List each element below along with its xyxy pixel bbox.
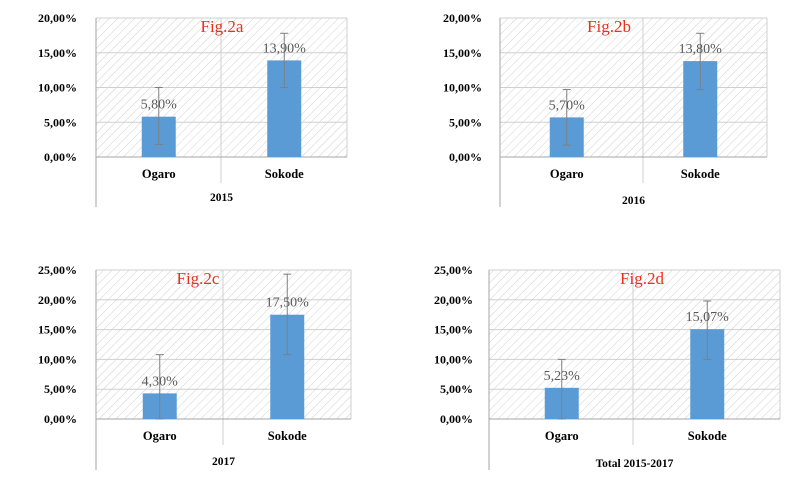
- chart-title: Fig.2d: [620, 269, 664, 288]
- y-tick-label: 10,00%: [38, 352, 77, 366]
- y-tick-label: 15,00%: [443, 46, 482, 60]
- group-label: 2017: [212, 456, 235, 468]
- chart-panel-2: 0,00% 5,00% 10,00% 15,00% 20,00% 5,70% Ogaro 13…: [443, 11, 768, 207]
- data-label: 4,30%: [142, 374, 179, 389]
- category-label: Ogaro: [142, 167, 176, 181]
- category-label: Sokode: [681, 167, 720, 181]
- chart-panel-1: 0,00% 5,00% 10,00% 15,00% 20,00% 5,80% Ogaro 13…: [38, 11, 348, 207]
- y-tick-label: 25,00%: [38, 263, 77, 277]
- y-tick-label: 5,00%: [44, 382, 77, 396]
- chart-title: Fig.2a: [201, 17, 244, 36]
- y-tick-label: 15,00%: [38, 323, 77, 337]
- category-label: Ogaro: [545, 429, 579, 443]
- chart-panel-3: 0,00% 5,00% 10,00% 15,00% 20,00% 25,00% 4,30% O…: [38, 263, 352, 470]
- y-tick-label: 20,00%: [443, 11, 482, 25]
- y-tick-label: 10,00%: [443, 81, 482, 95]
- y-tick-label: 5,00%: [449, 115, 482, 129]
- y-tick-label: 20,00%: [38, 293, 77, 307]
- plot-area: [489, 270, 780, 419]
- y-tick-label: 20,00%: [434, 293, 473, 307]
- category-label: Sokode: [265, 167, 304, 181]
- y-tick-label: 20,00%: [38, 11, 77, 25]
- category-label: Ogaro: [550, 167, 584, 181]
- data-label: 13,80%: [679, 42, 723, 57]
- group-label: 2015: [210, 192, 233, 204]
- y-tick-label: 0,00%: [449, 150, 482, 164]
- category-label: Sokode: [688, 429, 727, 443]
- chart-title: Fig.2c: [177, 269, 220, 288]
- category-label: Sokode: [268, 429, 307, 443]
- y-tick-label: 15,00%: [434, 323, 473, 337]
- y-tick-label: 0,00%: [440, 412, 473, 426]
- data-label: 13,90%: [263, 41, 307, 56]
- y-tick-label: 5,00%: [44, 115, 77, 129]
- y-tick-label: 0,00%: [44, 150, 77, 164]
- chart-panel-4: 0,00% 5,00% 10,00% 15,00% 20,00% 25,00% 5,23% O…: [434, 263, 781, 470]
- category-label: Ogaro: [143, 429, 177, 443]
- data-label: 17,50%: [266, 296, 310, 311]
- group-label: 2016: [622, 195, 645, 207]
- y-tick-label: 0,00%: [44, 412, 77, 426]
- y-tick-label: 15,00%: [38, 46, 77, 60]
- data-label: 5,80%: [141, 98, 178, 113]
- y-tick-label: 10,00%: [434, 352, 473, 366]
- data-label: 5,23%: [544, 369, 581, 384]
- data-label: 15,07%: [686, 310, 730, 325]
- y-tick-label: 25,00%: [434, 263, 473, 277]
- y-tick-label: 10,00%: [38, 81, 77, 95]
- chart-title: Fig.2b: [587, 17, 631, 36]
- data-label: 5,70%: [549, 98, 586, 113]
- group-label: Total 2015-2017: [596, 458, 674, 470]
- y-tick-label: 5,00%: [440, 382, 473, 396]
